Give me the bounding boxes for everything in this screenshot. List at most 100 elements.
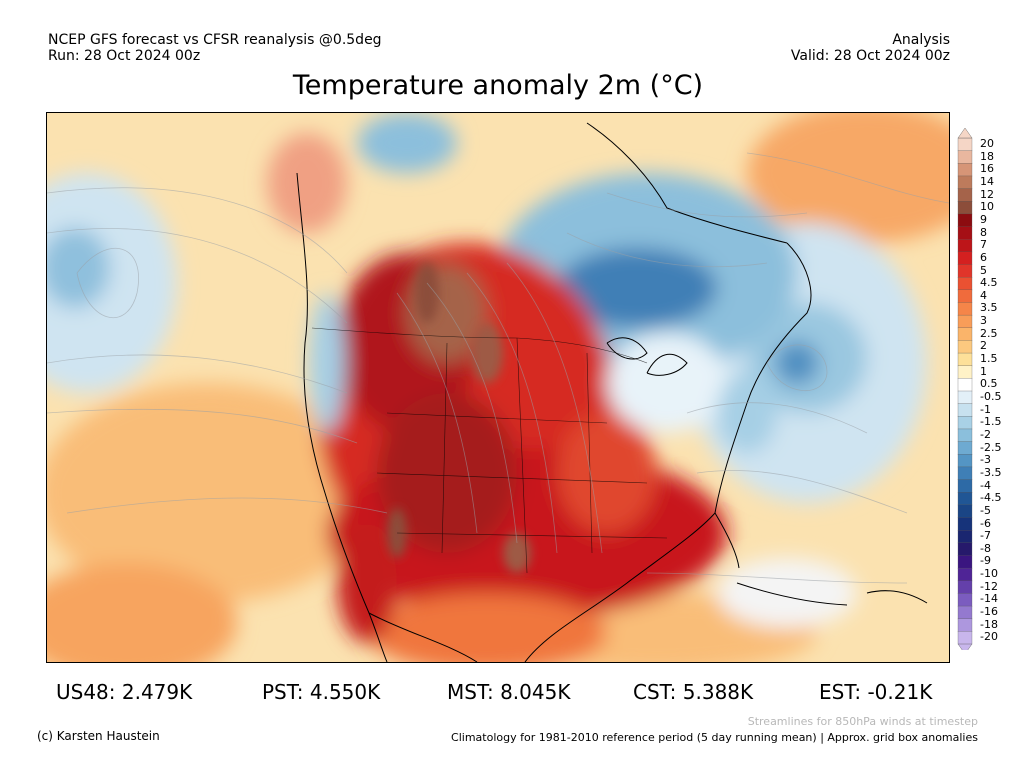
legend-label: 1.5 bbox=[980, 352, 998, 366]
legend-swatch bbox=[957, 580, 973, 594]
legend-swatch bbox=[957, 264, 973, 278]
stat-us48: US48: 2.479K bbox=[56, 680, 193, 704]
legend-label: 16 bbox=[980, 162, 994, 176]
anomaly-map bbox=[46, 112, 950, 663]
legend-swatch bbox=[957, 239, 973, 253]
legend-label: -1 bbox=[980, 402, 991, 416]
page-title: Temperature anomaly 2m (°C) bbox=[292, 70, 704, 101]
author-credit: (c) Karsten Haustein bbox=[37, 729, 160, 743]
legend-swatch bbox=[957, 517, 973, 531]
legend-swatch bbox=[957, 327, 973, 341]
legend-arrow-top bbox=[957, 128, 973, 139]
legend-label: -0.5 bbox=[980, 390, 1002, 403]
legend-label: -5 bbox=[980, 503, 991, 517]
legend-label: -2 bbox=[980, 427, 991, 441]
legend-label: 5 bbox=[980, 263, 987, 277]
legend-label: -12 bbox=[980, 579, 998, 593]
legend-swatch bbox=[957, 555, 973, 569]
legend-label: 0.5 bbox=[980, 377, 998, 391]
legend-swatch bbox=[957, 618, 973, 632]
legend-swatch bbox=[957, 593, 973, 607]
legend-label: 4.5 bbox=[980, 276, 998, 290]
borders bbox=[311, 327, 668, 574]
legend-arrow-bottom bbox=[957, 643, 973, 650]
streamline-note: Streamlines for 850hPa winds at timestep bbox=[747, 715, 978, 728]
legend-swatch bbox=[957, 226, 973, 240]
legend-swatch bbox=[957, 201, 973, 215]
legend-label: 7 bbox=[980, 238, 987, 252]
streamlines bbox=[47, 152, 949, 584]
legend-swatch bbox=[957, 365, 973, 379]
legend-label: 2 bbox=[980, 339, 987, 353]
legend-swatch bbox=[957, 454, 973, 468]
climatology-note: Climatology for 1981-2010 reference peri… bbox=[451, 731, 978, 744]
legend-swatch bbox=[957, 605, 973, 620]
legend-swatch bbox=[957, 631, 973, 645]
legend-swatch bbox=[957, 150, 973, 164]
legend-label: 9 bbox=[980, 212, 987, 226]
valid-time: Valid: 28 Oct 2024 00z bbox=[790, 48, 950, 64]
legend-swatch bbox=[957, 466, 973, 480]
legend-swatch bbox=[957, 302, 973, 316]
legend-swatch bbox=[957, 542, 973, 556]
stat-mst: MST: 8.045K bbox=[447, 680, 571, 704]
anomaly-fields bbox=[47, 113, 949, 662]
legend-label: -18 bbox=[980, 617, 998, 631]
legend-swatch bbox=[957, 175, 973, 190]
legend-label: 12 bbox=[980, 187, 994, 201]
legend-swatch bbox=[957, 428, 973, 443]
legend-swatch bbox=[957, 567, 973, 582]
legend-label: -8 bbox=[980, 541, 991, 555]
legend-label: 20 bbox=[980, 137, 994, 150]
map-canvas bbox=[47, 113, 949, 662]
legend-label: -4 bbox=[980, 478, 991, 492]
stat-est: EST: -0.21K bbox=[819, 680, 933, 704]
legend-swatch bbox=[957, 441, 973, 455]
legend-swatch bbox=[957, 137, 973, 152]
legend-label: -10 bbox=[980, 567, 998, 581]
legend-label: -16 bbox=[980, 605, 998, 619]
legend-swatch bbox=[957, 163, 973, 177]
legend-swatch bbox=[957, 390, 973, 405]
legend-label: -14 bbox=[980, 592, 998, 606]
coastlines bbox=[296, 122, 928, 662]
legend-bar bbox=[957, 128, 973, 650]
legend-label: -1.5 bbox=[980, 415, 1002, 429]
legend-swatch bbox=[957, 340, 973, 354]
legend-label: 18 bbox=[980, 149, 994, 163]
header-right: Analysis Valid: 28 Oct 2024 00z bbox=[791, 32, 950, 64]
legend-swatch bbox=[957, 213, 973, 228]
legend-label: -6 bbox=[980, 516, 991, 530]
legend-label: -7 bbox=[980, 529, 991, 543]
legend-swatch bbox=[957, 504, 973, 518]
legend-swatch bbox=[957, 492, 973, 506]
legend-label: -3 bbox=[980, 453, 991, 467]
header-left: NCEP GFS forecast vs CFSR reanalysis @0.… bbox=[48, 32, 382, 64]
legend-label: -2.5 bbox=[980, 440, 1002, 454]
legend-label: -3.5 bbox=[980, 465, 1002, 479]
stat-cst: CST: 5.388K bbox=[633, 680, 754, 704]
legend-swatch bbox=[957, 289, 973, 303]
legend-swatch bbox=[957, 479, 973, 493]
legend-label: -4.5 bbox=[980, 491, 1002, 505]
color-legend: 20 18 16 14 12 10 9 8 7 6 5 4.5 4 3.5 3 2.5 2 1.5 1 0.5 -0.5… bbox=[956, 128, 1016, 650]
legend-swatch bbox=[957, 416, 973, 430]
legend-label: 3 bbox=[980, 314, 987, 328]
legend-label: -9 bbox=[980, 554, 991, 568]
legend-swatch bbox=[957, 188, 973, 202]
legend-label: 10 bbox=[980, 200, 994, 214]
stat-pst: PST: 4.550K bbox=[262, 680, 381, 704]
run-time: Run: 28 Oct 2024 00z bbox=[48, 48, 201, 64]
legend-swatch bbox=[957, 314, 973, 329]
legend-label: -20 bbox=[980, 630, 998, 644]
legend-label: 1 bbox=[980, 364, 987, 378]
legend-label: 6 bbox=[980, 250, 987, 264]
legend-swatch bbox=[957, 352, 973, 367]
legend-label: 8 bbox=[980, 225, 987, 239]
legend-label: 2.5 bbox=[980, 326, 998, 340]
legend-swatch bbox=[957, 529, 973, 544]
legend-label: 3.5 bbox=[980, 301, 998, 315]
legend-label: 4 bbox=[980, 288, 987, 302]
legend-swatch bbox=[957, 276, 973, 291]
legend-swatch bbox=[957, 378, 973, 392]
